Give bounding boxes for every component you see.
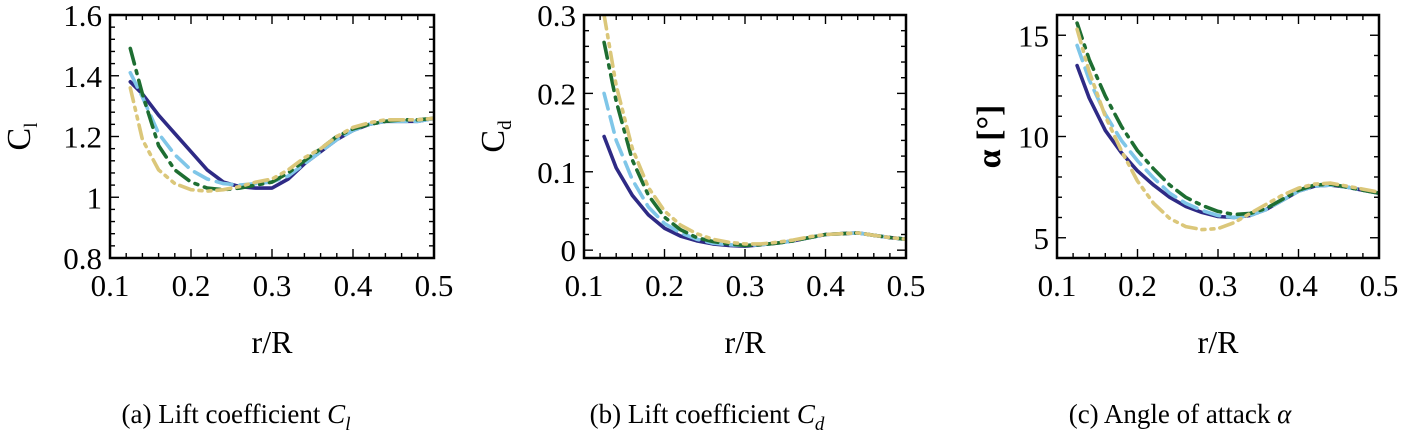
x-tick-label: 0.5 (1360, 268, 1399, 303)
x-tick-label: 0.3 (726, 268, 765, 303)
y-tick-label: 0.1 (537, 155, 576, 190)
caption: (b) Lift coefficient Cd (590, 399, 825, 435)
series-group (602, 15, 906, 248)
series-line-2 (1075, 43, 1379, 220)
x-tick-label: 0.2 (1118, 268, 1157, 303)
caption: (a) Lift coefficient Cl (122, 399, 351, 435)
y-axis-label: α [°] (971, 105, 1008, 169)
chart-panel-3: 0.1 0.2 0.3 0.4 0.5 5 10 15 r/R α [°] (c) Angle of… (971, 13, 1399, 429)
x-tick-label: 0.2 (645, 268, 684, 303)
y-tick-label: 5 (1034, 221, 1050, 256)
chart-panel-2: 0.1 0.2 0.3 0.4 0.500.10.20.3r/RCd(b) Lift c… (475, 0, 925, 435)
axis-frame (108, 13, 436, 260)
y-tick-label: 0.2 (537, 76, 576, 111)
y-tick-label: 0 (561, 233, 577, 268)
axis-frame (582, 13, 908, 260)
series-group (128, 46, 434, 193)
x-tick-label: 0.1 (565, 268, 604, 303)
y-axis-label: Cd (475, 120, 516, 153)
caption: (c) Angle of attack α (1069, 399, 1292, 429)
x-tick-label: 0.5 (887, 268, 926, 303)
series-line-3 (1075, 21, 1379, 217)
y-axis-label: Cl (1, 123, 42, 151)
series-line-4 (1075, 27, 1379, 232)
y-tick-label: 1.6 (63, 0, 102, 33)
y-tick-label: 15 (1018, 18, 1049, 53)
y-tick-label: 1 (87, 180, 103, 215)
y-tick-label: 1.2 (63, 120, 102, 155)
y-tick-label: 0.3 (537, 0, 576, 33)
x-tick-label: 0.4 (806, 268, 845, 303)
x-tick-label: 0.3 (1199, 268, 1238, 303)
series-line-2 (128, 70, 434, 187)
series-line-2 (602, 91, 906, 248)
y-tick-label: 0.8 (63, 241, 102, 276)
x-tick-label: 0.1 (91, 268, 130, 303)
x-axis-label: r/R (1198, 324, 1240, 360)
x-tick-label: 0.5 (415, 268, 454, 303)
x-tick-label: 0.1 (1038, 268, 1077, 303)
series-line-4 (128, 86, 434, 193)
series-line-4 (602, 15, 906, 246)
x-tick-label: 0.4 (1279, 268, 1318, 303)
axis-frame (1055, 13, 1381, 260)
series-group (1075, 21, 1379, 232)
chart-panel-1: 0.1 0.2 0.3 0.4 0.5 0.8 1 1.2 1.4 1.6 r/R Cl (a) Lif… (1, 0, 453, 435)
x-tick-label: 0.2 (172, 268, 211, 303)
y-tick-label: 1.4 (63, 59, 102, 94)
x-axis-label: r/R (725, 324, 767, 360)
y-tick-label: 10 (1018, 120, 1049, 155)
x-axis-label: r/R (252, 324, 294, 360)
x-tick-label: 0.4 (334, 268, 373, 303)
x-tick-label: 0.3 (253, 268, 292, 303)
